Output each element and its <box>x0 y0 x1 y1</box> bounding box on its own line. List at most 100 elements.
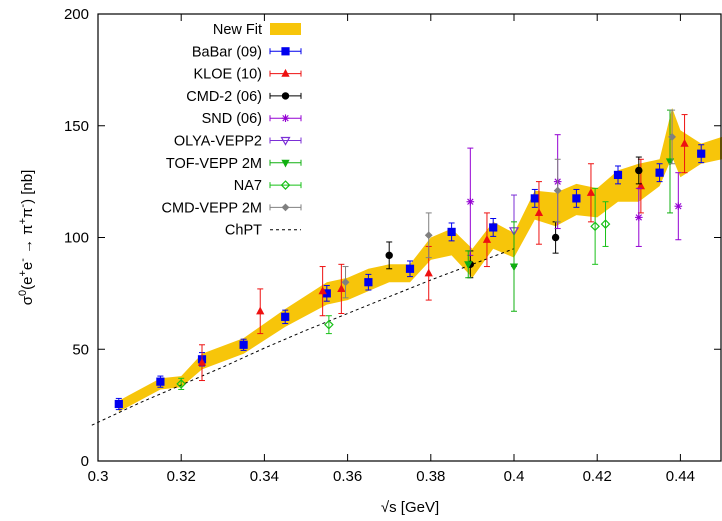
point-marker <box>482 235 492 243</box>
y-label-sigma: σ <box>19 295 36 305</box>
point-marker <box>697 149 706 158</box>
data-point <box>489 218 498 237</box>
legend-item: BaBar (09) <box>192 44 302 60</box>
y-label-sup-minus1: - <box>17 258 29 262</box>
point-marker <box>324 319 334 330</box>
point-marker <box>530 194 539 203</box>
plot-frame <box>97 13 722 462</box>
legend-marker <box>281 92 290 100</box>
legend-item: KLOE (10) <box>194 67 302 83</box>
legend-swatch <box>269 68 302 77</box>
data-points-layer <box>114 109 706 411</box>
point-marker <box>156 377 165 386</box>
data-point <box>324 315 334 335</box>
legend-marker <box>280 180 291 190</box>
point-marker <box>364 278 373 287</box>
x-tick-label: 0.42 <box>583 468 612 485</box>
x-tick-label: 0.38 <box>416 468 445 485</box>
point-marker <box>509 263 519 272</box>
data-point <box>586 163 596 223</box>
legend-swatch <box>269 180 302 190</box>
legend-item: NA7 <box>234 178 302 194</box>
y-tick-label: 200 <box>64 6 89 23</box>
point-marker <box>281 312 290 321</box>
data-point <box>553 158 562 223</box>
data-point <box>613 165 623 185</box>
x-tick-label: 0.32 <box>167 468 196 485</box>
legend-marker <box>281 203 290 212</box>
y-axis-label: σ0(e+e- → π+π-) [nb] <box>17 170 36 306</box>
series-kloe-10 <box>197 114 689 382</box>
data-point <box>341 266 350 299</box>
legend-label: OLYA-VEPP2 <box>174 134 262 150</box>
data-point <box>197 344 207 382</box>
series-na7 <box>176 187 611 390</box>
data-point <box>635 156 643 185</box>
legend-swatch <box>270 23 301 35</box>
legend-label: BaBar (09) <box>192 44 262 60</box>
point-marker <box>176 379 187 389</box>
point-marker <box>586 188 596 196</box>
x-tick-label: 0.34 <box>250 468 279 485</box>
point-marker <box>572 194 581 203</box>
legend-label: New Fit <box>213 22 262 38</box>
y-tick-label: 100 <box>64 230 89 247</box>
fit-band-layer <box>118 107 722 412</box>
point-marker <box>600 219 611 229</box>
legend-marker <box>280 136 291 146</box>
data-point <box>239 338 248 351</box>
legend-item: CMD-VEPP 2M <box>162 200 302 216</box>
y-label-sup-plus2: + <box>17 218 29 224</box>
legend-item: ChPT <box>225 223 301 239</box>
point-marker <box>318 286 327 295</box>
axis-ticks-layer: 0.3 0.32 0.34 0.36 0.38 0.4 0.42 0.44 0 50 100 150 2… <box>64 6 721 485</box>
point-marker <box>635 166 643 175</box>
point-marker <box>114 399 123 409</box>
point-marker <box>635 213 643 222</box>
legend-swatch <box>269 114 302 122</box>
data-point <box>534 181 544 245</box>
point-marker <box>337 284 346 293</box>
series-cmd-vepp-2m <box>341 109 676 299</box>
legend-item: TOF-VEPP 2M <box>166 156 302 172</box>
legend-label: SND (06) <box>202 111 262 127</box>
legend-label: ChPT <box>225 223 262 239</box>
y-label-sup-minus2: - <box>17 204 29 208</box>
legend-item: CMD-2 (06) <box>186 89 302 105</box>
data-point <box>405 260 415 278</box>
point-marker <box>489 223 498 232</box>
chpt-curve <box>91 248 515 426</box>
x-tick-label: 0.44 <box>666 468 695 485</box>
data-point <box>176 377 187 390</box>
chpt-curve-layer <box>91 248 515 426</box>
legend-swatch <box>269 47 302 56</box>
point-marker <box>655 168 664 177</box>
legend-item: OLYA-VEPP2 <box>174 134 302 150</box>
legend-label: CMD-2 (06) <box>186 89 262 105</box>
data-point <box>590 187 600 265</box>
y-tick-label: 150 <box>64 118 89 135</box>
y-label-arrow: → π <box>19 224 36 258</box>
legend: New Fit BaBar (09) KLOE (10) CMD-2 (06) SND … <box>162 22 302 239</box>
point-marker <box>464 261 473 269</box>
legend-label: TOF-VEPP 2M <box>166 156 262 172</box>
point-marker <box>239 340 248 349</box>
y-label-close: ) [nb] <box>19 170 36 204</box>
data-point <box>530 188 539 208</box>
x-tick-label: 0.36 <box>333 468 362 485</box>
data-point <box>466 147 475 256</box>
legend-marker <box>281 159 290 168</box>
data-point <box>482 212 492 268</box>
x-tick-label: 0.3 <box>88 468 109 485</box>
legend-swatch <box>269 92 302 100</box>
point-marker <box>466 197 475 206</box>
point-marker <box>613 170 623 180</box>
data-point <box>114 397 123 411</box>
data-point <box>256 288 265 335</box>
point-marker <box>424 231 433 240</box>
y-label-open: (e <box>19 277 36 290</box>
data-point <box>572 188 581 208</box>
point-marker <box>197 357 207 366</box>
legend-marker <box>281 114 290 122</box>
